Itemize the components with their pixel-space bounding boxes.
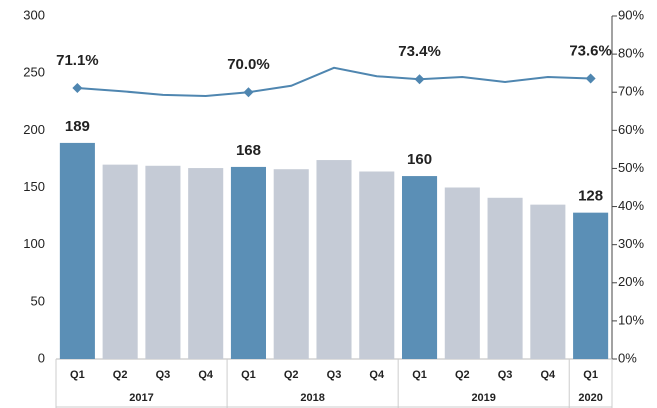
marker bbox=[585, 73, 596, 84]
y2-tick-label: 50% bbox=[618, 160, 644, 175]
bar-label: 128 bbox=[578, 188, 603, 205]
bar-label: 160 bbox=[407, 151, 432, 168]
bar bbox=[573, 212, 609, 359]
y-tick-label: 250 bbox=[23, 65, 45, 80]
y2-tick-label: 70% bbox=[618, 84, 644, 99]
x-tick-label: Q1 bbox=[412, 369, 427, 381]
bar-label: 168 bbox=[236, 142, 261, 159]
x-tick-label: Q2 bbox=[284, 369, 299, 381]
line-label: 71.1% bbox=[56, 52, 99, 69]
x-group-label: 2019 bbox=[471, 392, 495, 404]
line-label: 73.4% bbox=[398, 43, 441, 60]
x-tick-label: Q1 bbox=[70, 369, 85, 381]
x-tick-label: Q1 bbox=[583, 369, 598, 381]
bar bbox=[59, 142, 95, 359]
y2-tick-label: 60% bbox=[618, 122, 644, 137]
x-tick-label: Q3 bbox=[327, 369, 342, 381]
marker bbox=[72, 83, 83, 94]
y2-tick-label: 10% bbox=[618, 312, 644, 327]
bar bbox=[230, 166, 266, 359]
y2-tick-label: 30% bbox=[618, 236, 644, 251]
y2-tick-label: 90% bbox=[618, 7, 644, 22]
x-tick-label: Q4 bbox=[198, 369, 214, 381]
bar bbox=[487, 197, 523, 359]
bar bbox=[530, 204, 566, 359]
y-tick-label: 300 bbox=[23, 7, 45, 22]
y-tick-label: 50 bbox=[31, 293, 45, 308]
marker bbox=[414, 74, 425, 85]
x-tick-label: Q2 bbox=[113, 369, 128, 381]
x-tick-label: Q4 bbox=[369, 369, 385, 381]
y2-tick-label: 20% bbox=[618, 274, 644, 289]
x-tick-label: Q4 bbox=[541, 369, 557, 381]
y-tick-label: 0 bbox=[38, 350, 45, 365]
y-tick-label: 100 bbox=[23, 236, 45, 251]
bar-label: 189 bbox=[65, 118, 90, 135]
line-label: 73.6% bbox=[569, 42, 612, 59]
bar bbox=[273, 169, 309, 359]
bar bbox=[188, 168, 224, 359]
bar bbox=[444, 187, 480, 359]
x-tick-label: Q1 bbox=[241, 369, 256, 381]
line bbox=[77, 66, 591, 98]
y2-tick-label: 40% bbox=[618, 198, 644, 213]
marker bbox=[243, 87, 254, 98]
bar bbox=[402, 176, 438, 359]
y2-tick-label: 0% bbox=[618, 350, 637, 365]
x-group-label: 2018 bbox=[300, 392, 324, 404]
y-tick-label: 150 bbox=[23, 179, 45, 194]
x-tick-label: Q3 bbox=[498, 369, 513, 381]
x-group-label: 2017 bbox=[129, 392, 153, 404]
y2-tick-label: 80% bbox=[618, 46, 644, 61]
bar bbox=[145, 165, 181, 359]
bar bbox=[316, 160, 352, 359]
y-tick-label: 200 bbox=[23, 122, 45, 137]
x-tick-label: Q3 bbox=[156, 369, 171, 381]
bar bbox=[359, 171, 395, 359]
bar bbox=[102, 164, 138, 359]
x-group-label: 2020 bbox=[578, 392, 602, 404]
x-tick-label: Q2 bbox=[455, 369, 470, 381]
line-label: 70.0% bbox=[227, 56, 270, 73]
